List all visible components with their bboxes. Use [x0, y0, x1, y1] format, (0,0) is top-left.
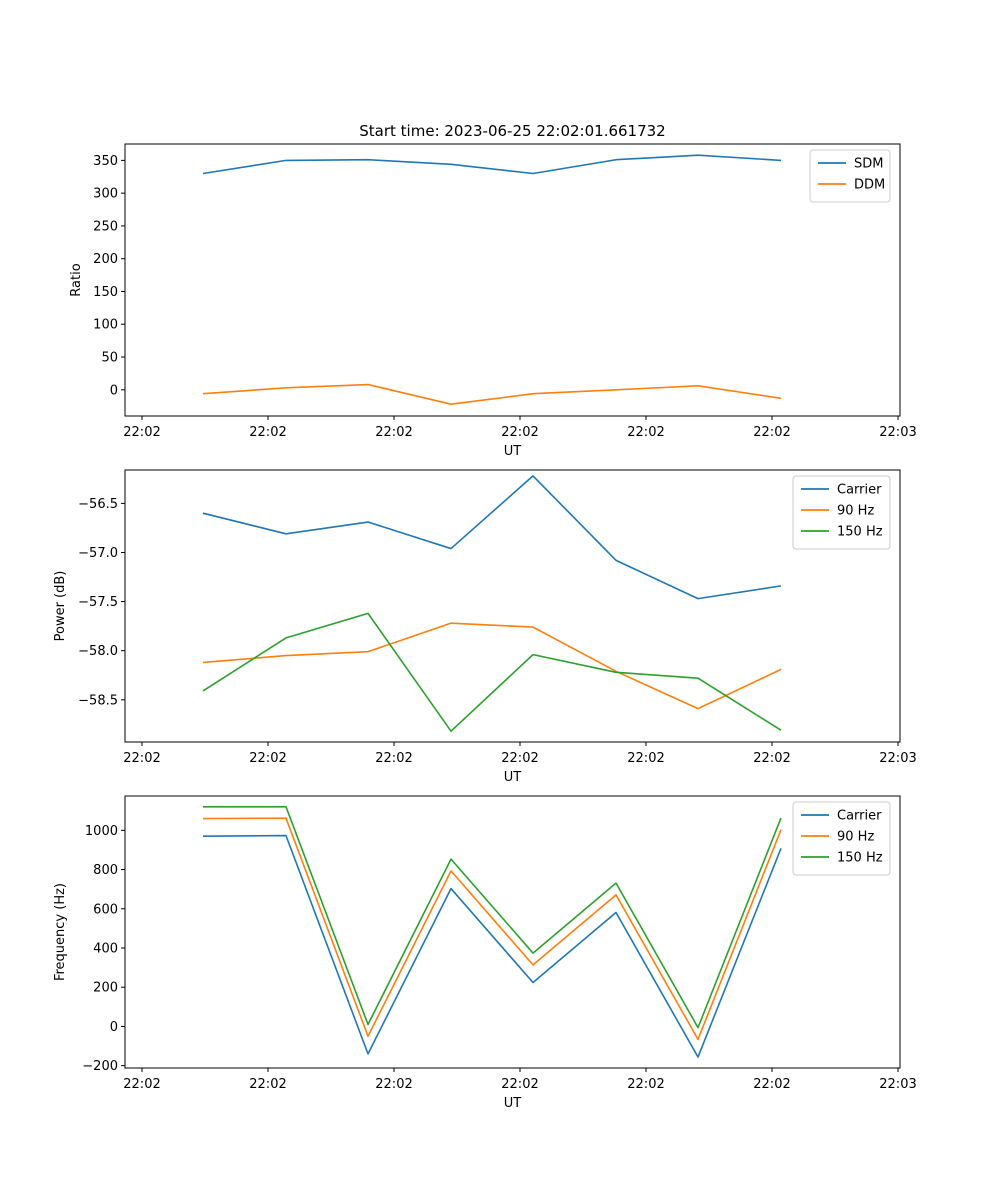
x-axis-label: UT	[504, 770, 522, 785]
legend-label-90-hz: 90 Hz	[837, 504, 874, 519]
y-tick-label: 0	[110, 1020, 118, 1035]
y-tick-label: −58.5	[78, 693, 118, 708]
y-axis-label: Ratio	[69, 263, 84, 296]
legend-label-150-hz: 150 Hz	[837, 525, 883, 540]
y-tick-label: 200	[93, 981, 118, 996]
y-tick-label: −58.0	[78, 644, 118, 659]
legend-label-ddm: DDM	[854, 178, 885, 193]
series-line-sdm	[202, 154, 782, 175]
x-tick-label: 22:02	[501, 1077, 538, 1092]
y-tick-label: −56.5	[78, 497, 118, 512]
legend-label-carrier: Carrier	[837, 483, 882, 498]
legend-label-150-hz: 150 Hz	[837, 851, 883, 866]
chart-panel-2: −58.5 −58.0 −57.5 −57.0 −56.5 22:02 22:02 22:02…	[53, 469, 917, 785]
y-tick-label: 50	[101, 351, 118, 366]
y-tick-label: 600	[93, 902, 118, 917]
x-tick-label: 22:03	[879, 1077, 916, 1092]
x-tick-label: 22:02	[627, 425, 664, 440]
x-tick-label: 22:02	[123, 1077, 160, 1092]
y-tick-label: 150	[93, 285, 118, 300]
x-tick-label: 22:03	[879, 425, 916, 440]
y-tick-label: 800	[93, 863, 118, 878]
y-axis-label: Frequency (Hz)	[53, 883, 68, 981]
y-tick-label: 0	[110, 383, 118, 398]
y-axis-label: Power (dB)	[53, 571, 68, 642]
legend: SDM DDM	[809, 149, 891, 203]
axes-frame	[124, 795, 901, 1069]
legend-label-carrier: Carrier	[837, 809, 882, 824]
x-tick-label: 22:02	[501, 751, 538, 766]
axes-frame	[124, 469, 901, 743]
legend-label-sdm: SDM	[854, 157, 883, 172]
series-line-150-hz	[203, 805, 782, 1029]
series-line-90-hz	[202, 817, 782, 1041]
y-tick-label: 350	[93, 154, 118, 169]
legend-label-90-hz: 90 Hz	[837, 830, 874, 845]
y-tick-label: 100	[93, 318, 118, 333]
x-tick-label: 22:02	[753, 751, 790, 766]
x-tick-label: 22:03	[879, 751, 916, 766]
x-tick-label: 22:02	[249, 1077, 286, 1092]
axes-frame	[124, 143, 901, 417]
chart-panel-3: −200 0 200 400 600 800 1000 22:02 22:02 22:02 22:0…	[53, 795, 917, 1111]
series-line-150-hz	[202, 612, 782, 733]
y-tick-label: 1000	[85, 824, 118, 839]
y-tick-label: −57.0	[78, 546, 118, 561]
x-tick-label: 22:02	[375, 751, 412, 766]
series-line-carrier	[202, 475, 782, 600]
series-line-90-hz	[202, 622, 782, 710]
x-tick-label: 22:02	[753, 425, 790, 440]
x-tick-label: 22:02	[123, 425, 160, 440]
x-tick-label: 22:02	[375, 1077, 412, 1092]
y-tick-label: 250	[93, 219, 118, 234]
x-axis-label: UT	[504, 444, 522, 459]
x-tick-label: 22:02	[123, 751, 160, 766]
x-axis-label: UT	[504, 1096, 522, 1111]
x-tick-label: 22:02	[501, 425, 538, 440]
legend: Carrier 90 Hz 150 Hz	[792, 475, 891, 550]
x-tick-label: 22:02	[753, 1077, 790, 1092]
series-line-ddm	[202, 383, 782, 406]
chart-title: Start time: 2023-06-25 22:02:01.661732	[359, 122, 665, 140]
x-tick-label: 22:02	[249, 751, 286, 766]
y-tick-label: 400	[93, 941, 118, 956]
y-tick-label: 300	[93, 187, 118, 202]
x-tick-label: 22:02	[627, 751, 664, 766]
series-line-carrier	[202, 834, 782, 1058]
x-tick-label: 22:02	[375, 425, 412, 440]
x-tick-label: 22:02	[627, 1077, 664, 1092]
y-tick-label: 200	[93, 252, 118, 267]
y-tick-label: −57.5	[78, 595, 118, 610]
x-tick-label: 22:02	[249, 425, 286, 440]
chart-panel-1: 0 50 100 150 200 250 300 350 22:02 22:02 22:02 22:0…	[69, 122, 917, 459]
legend: Carrier 90 Hz 150 Hz	[792, 801, 891, 876]
y-tick-label: −200	[82, 1059, 118, 1074]
